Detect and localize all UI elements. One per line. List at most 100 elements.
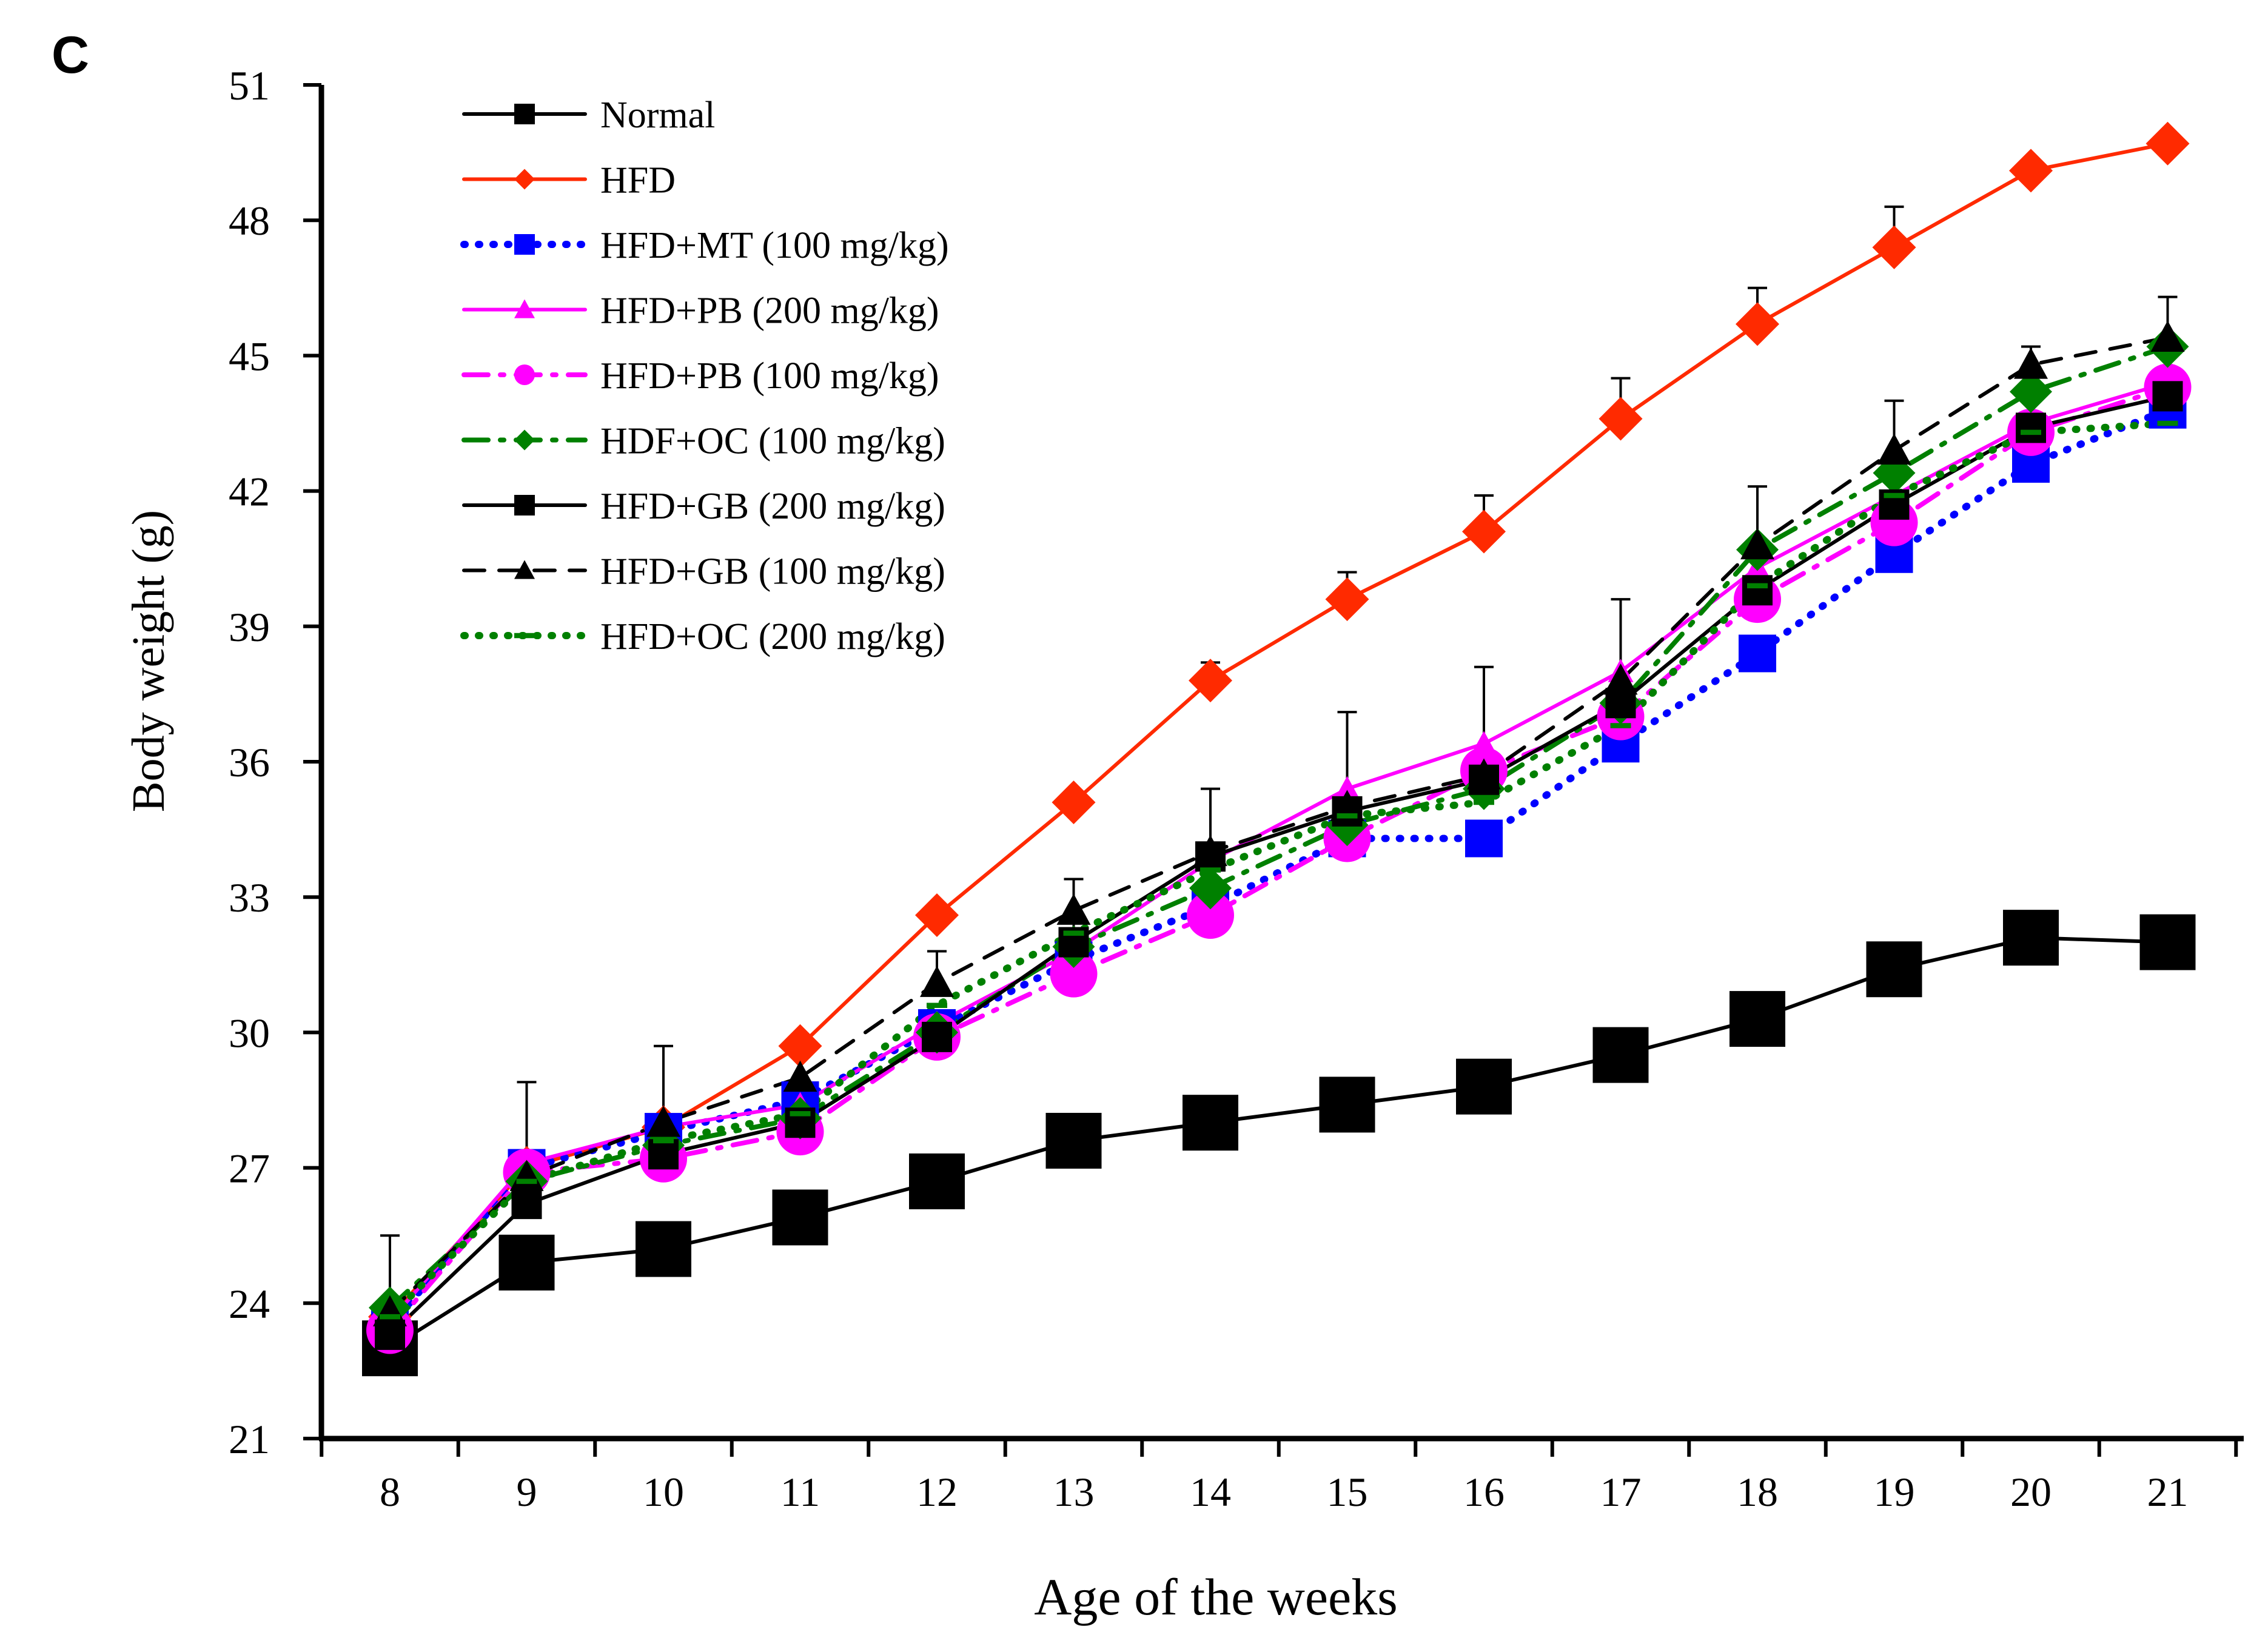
point-hfd	[1189, 659, 1232, 703]
legend: Normal HFD HFD+MT (100 mg/kg) HFD+PB (200 m…	[460, 95, 949, 657]
point-normal	[1045, 1112, 1102, 1169]
point-hfd-gb-100-mg-kg	[1877, 433, 1911, 465]
legend-marker-hfd	[514, 169, 535, 190]
point-hfd-oc-200-mg-kg	[927, 1002, 947, 1009]
point-hfd-gb-200-mg-kg	[922, 1021, 952, 1052]
legend-item-hdf-oc-100-mg-kg: HDF+OC (100 mg/kg)	[461, 421, 945, 462]
point-normal	[909, 1153, 965, 1209]
point-hfd-oc-200-mg-kg	[1474, 799, 1494, 805]
x-axis-title: Age of the weeks	[1034, 1568, 1397, 1626]
point-hfd-oc-200-mg-kg	[1337, 813, 1358, 819]
x-tick-label: 9	[517, 1469, 537, 1515]
point-hfd-oc-200-mg-kg	[790, 1111, 811, 1117]
point-hfd-gb-100-mg-kg	[2150, 320, 2185, 352]
series-line-hfd-mt-100-mg-kg	[386, 406, 2172, 1329]
legend-item-hfd-mt-100-mg-kg: HFD+MT (100 mg/kg)	[460, 225, 949, 266]
point-hfd-oc-200-mg-kg	[1610, 723, 1631, 728]
y-tick-label: 27	[229, 1146, 270, 1192]
point-hfd-gb-100-mg-kg	[2014, 348, 2048, 379]
legend-marker-hfd-mt-100-mg-kg	[514, 234, 535, 255]
y-tick-label: 42	[229, 469, 270, 515]
x-ticks: 8 9 10 11 12 13 14 15 16 17 18 19 20 21	[320, 1439, 2238, 1515]
point-hfd-oc-200-mg-kg	[1884, 492, 1905, 499]
point-hfd	[778, 1024, 822, 1068]
legend-item-normal: Normal	[462, 95, 715, 136]
point-hfd-oc-200-mg-kg	[653, 1138, 674, 1144]
y-tick-label: 36	[229, 739, 270, 785]
point-hfd-oc-200-mg-kg	[380, 1314, 400, 1320]
point-hfd-gb-200-mg-kg	[1742, 575, 1773, 606]
x-tick-label: 20	[2010, 1469, 2052, 1515]
x-tick-label: 11	[780, 1469, 820, 1515]
point-hfd-oc-200-mg-kg	[2021, 429, 2041, 435]
point-hfd-oc-200-mg-kg	[2157, 420, 2178, 426]
legend-item-hfd-gb-100-mg-kg: HFD+GB (100 mg/kg)	[462, 551, 945, 593]
legend-label-normal: Normal	[600, 95, 715, 136]
point-normal	[1456, 1058, 1512, 1115]
point-hfd	[1599, 397, 1643, 441]
legend-label-hfd-pb-100-mg-kg: HFD+PB (100 mg/kg)	[600, 355, 939, 397]
point-hfd-gb-100-mg-kg	[1467, 758, 1501, 790]
y-tick-label: 48	[229, 198, 270, 244]
x-tick-label: 18	[1737, 1469, 1778, 1515]
legend-label-hfd-gb-100-mg-kg: HFD+GB (100 mg/kg)	[600, 551, 945, 593]
point-hfd-gb-100-mg-kg	[646, 1106, 680, 1137]
series-markers	[362, 121, 2196, 1377]
y-tick-label: 45	[229, 333, 270, 379]
legend-marker-hfd-pb-200-mg-kg	[514, 299, 535, 318]
point-hfd	[915, 893, 959, 937]
point-normal	[2139, 914, 2196, 970]
x-tick-label: 14	[1190, 1469, 1231, 1515]
y-tick-label: 33	[229, 875, 270, 921]
point-normal	[2003, 910, 2059, 966]
series-line-hfd-gb-100-mg-kg	[388, 335, 2170, 1314]
point-hfd-pb-200-mg-kg	[1334, 776, 1360, 800]
point-normal	[772, 1189, 828, 1246]
x-tick-label: 13	[1053, 1469, 1095, 1515]
legend-label-hfd-mt-100-mg-kg: HFD+MT (100 mg/kg)	[600, 225, 949, 266]
y-tick-label: 24	[229, 1281, 270, 1327]
y-tick-label: 30	[229, 1010, 270, 1056]
point-hfd	[1872, 225, 1916, 269]
point-hfd-pb-100-mg-kg	[1050, 950, 1098, 998]
point-hfd-gb-100-mg-kg	[783, 1060, 817, 1092]
point-hfd-oc-200-mg-kg	[1200, 867, 1221, 873]
point-hfd-oc-200-mg-kg	[516, 1178, 537, 1184]
point-hfd	[2146, 121, 2190, 166]
point-normal	[1592, 1027, 1649, 1083]
x-tick-label: 10	[643, 1469, 684, 1515]
point-normal	[1183, 1095, 1238, 1151]
point-hfd	[1325, 577, 1369, 622]
point-hfd-gb-100-mg-kg	[1330, 790, 1364, 821]
legend-label-hfd: HFD	[600, 160, 676, 201]
legend-label-hfd-oc-200-mg-kg: HFD+OC (200 mg/kg)	[600, 616, 945, 657]
point-hfd	[1052, 780, 1096, 824]
y-tick-label: 21	[229, 1416, 270, 1462]
point-hdf-oc-100-mg-kg	[2010, 370, 2052, 413]
point-normal	[1866, 941, 1922, 998]
point-hfd-gb-200-mg-kg	[511, 1189, 542, 1220]
series-line-hfd-pb-200-mg-kg	[388, 381, 2170, 1323]
x-tick-label: 15	[1327, 1469, 1368, 1515]
legend-label-hfd-gb-200-mg-kg: HFD+GB (200 mg/kg)	[600, 486, 945, 527]
panel-label: C	[52, 26, 89, 84]
point-hfd-mt-100-mg-kg	[1739, 634, 1776, 673]
point-normal	[636, 1221, 691, 1277]
legend-marker-hfd-gb-100-mg-kg	[514, 560, 535, 579]
point-hfd-gb-100-mg-kg	[1193, 835, 1227, 867]
point-hfd	[2009, 149, 2053, 193]
x-tick-label: 19	[1874, 1469, 1915, 1515]
legend-item-hfd: HFD	[462, 160, 676, 201]
point-hfd-gb-100-mg-kg	[1056, 893, 1091, 925]
series-line-hdf-oc-100-mg-kg	[388, 344, 2170, 1311]
point-hfd-gb-100-mg-kg	[1740, 528, 1774, 560]
point-hfd-gb-200-mg-kg	[648, 1139, 679, 1170]
point-normal	[498, 1234, 555, 1291]
point-hfd-mt-100-mg-kg	[1465, 819, 1503, 858]
point-hfd-gb-100-mg-kg	[1603, 663, 1638, 695]
x-tick-label: 12	[916, 1469, 958, 1515]
x-tick-label: 16	[1463, 1469, 1505, 1515]
legend-marker-hfd-gb-200-mg-kg	[514, 495, 535, 516]
legend-marker-hdf-oc-100-mg-kg	[514, 429, 535, 451]
